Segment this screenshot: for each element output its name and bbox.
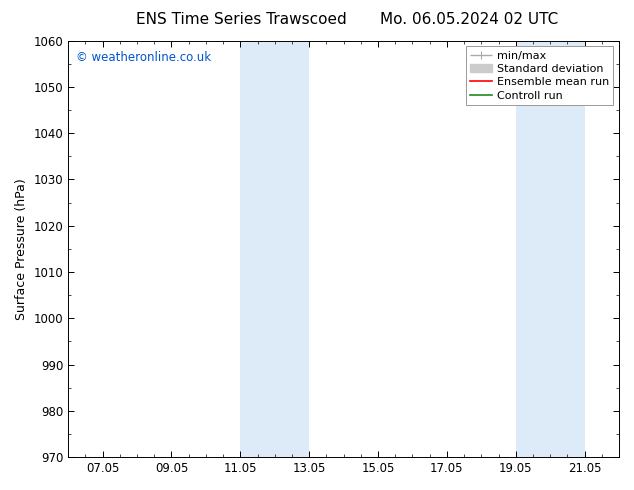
Text: © weatheronline.co.uk: © weatheronline.co.uk [77, 51, 212, 64]
Bar [240, 41, 309, 457]
Y-axis label: Surface Pressure (hPa): Surface Pressure (hPa) [15, 178, 28, 320]
Bar [515, 41, 585, 457]
Text: Mo. 06.05.2024 02 UTC: Mo. 06.05.2024 02 UTC [380, 12, 559, 27]
Legend: min/max, Standard deviation, Ensemble mean run, Controll run: min/max, Standard deviation, Ensemble me… [465, 46, 614, 105]
Text: ENS Time Series Trawscoed: ENS Time Series Trawscoed [136, 12, 346, 27]
